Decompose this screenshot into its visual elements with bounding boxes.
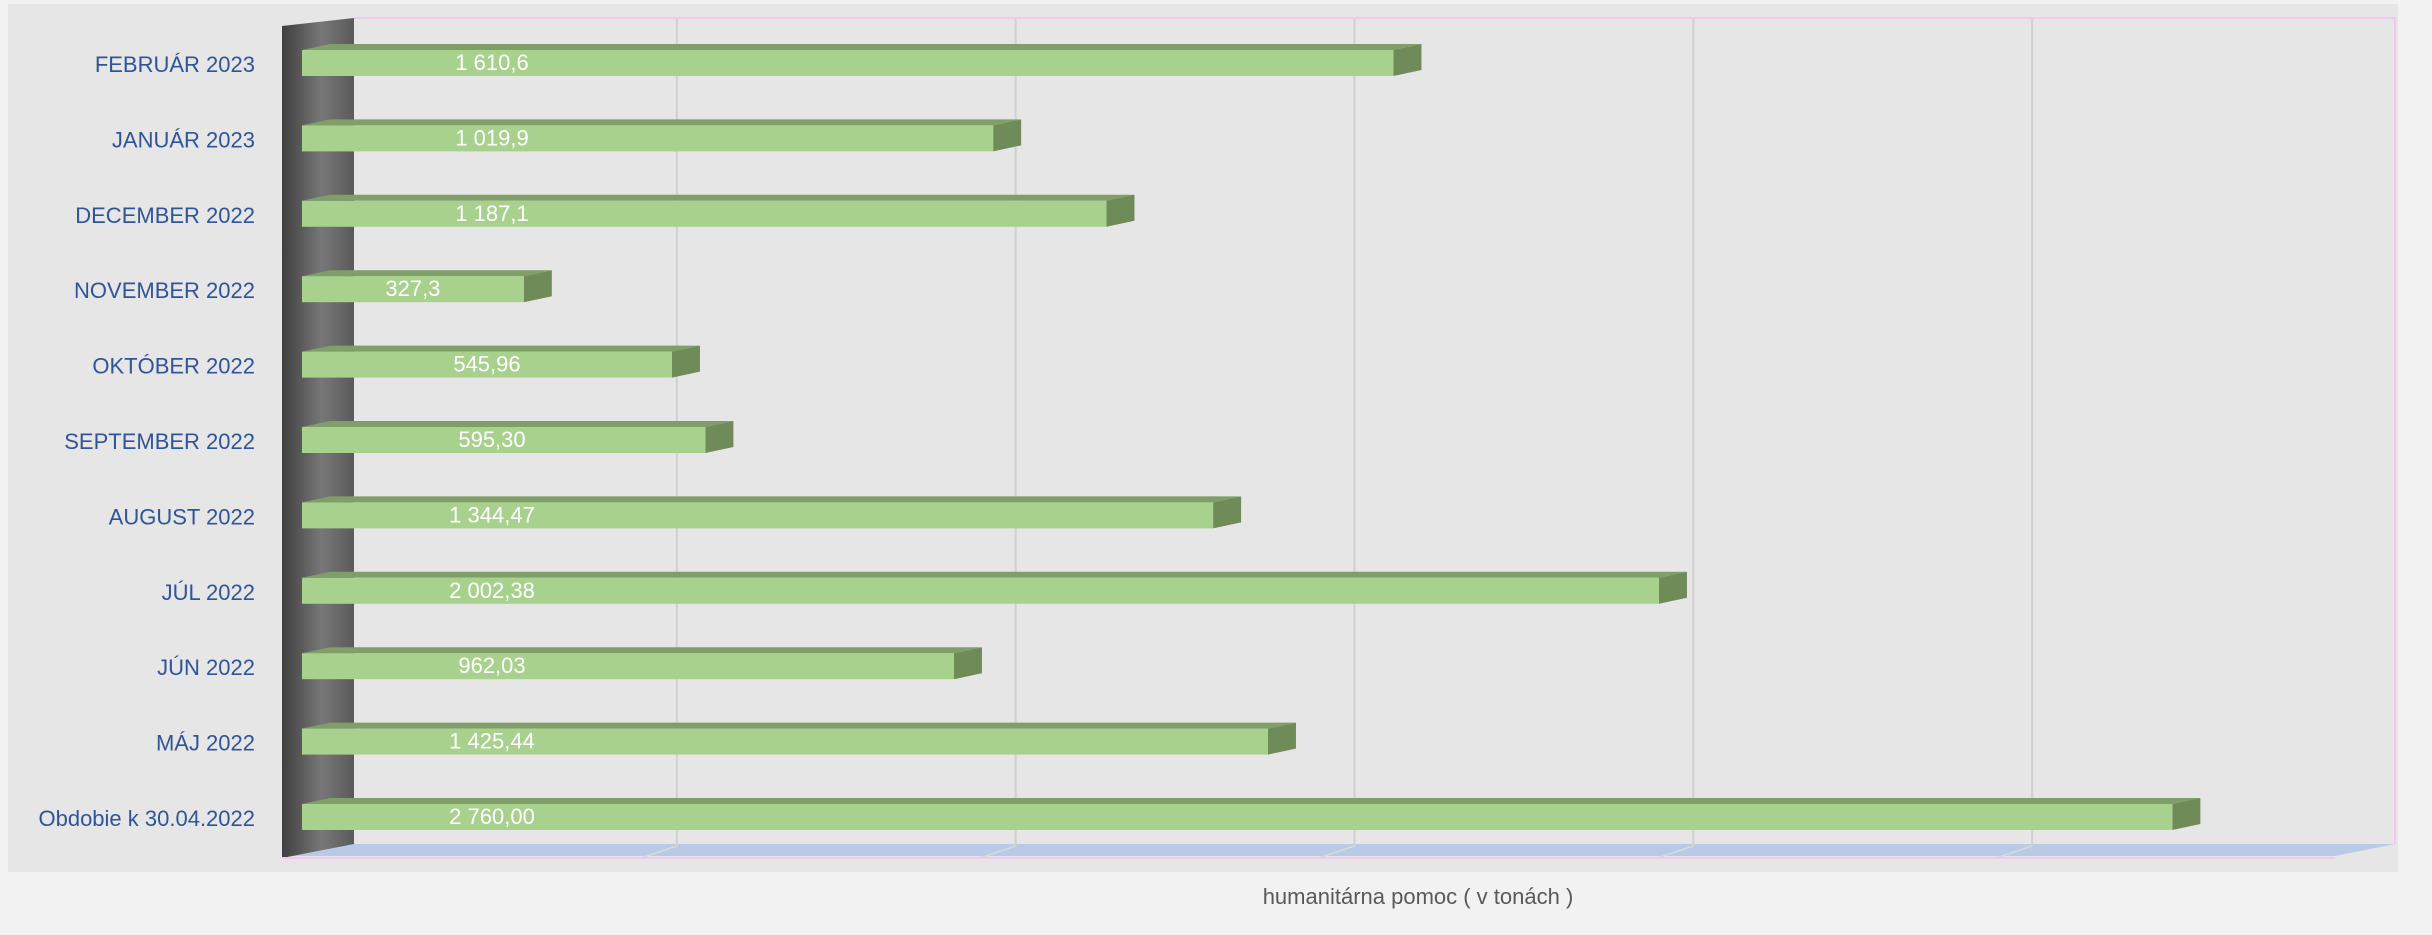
bar-top (302, 345, 700, 352)
gridline-floor (640, 845, 678, 859)
gridline-floor (1318, 845, 1355, 859)
data-label: 545,96 (453, 352, 520, 377)
data-label: 2 760,00 (449, 804, 535, 829)
data-label: 1 425,44 (449, 729, 535, 754)
data-label: 1 610,6 (455, 50, 528, 75)
data-label: 962,03 (458, 653, 525, 678)
category-label: JÚL 2022 (162, 580, 255, 605)
bar-side (2172, 798, 2201, 830)
bar-side (953, 647, 982, 680)
bar-top (302, 194, 1135, 201)
bar (302, 653, 954, 680)
bar-top (302, 119, 1022, 126)
bar (302, 276, 524, 303)
bar-side (1106, 194, 1135, 227)
bar-side (993, 119, 1022, 152)
data-label: 1 187,1 (455, 201, 528, 226)
bar (302, 427, 706, 453)
bar (302, 502, 1214, 529)
bar (302, 804, 2173, 830)
floor (280, 844, 2395, 856)
bar-top (302, 496, 1242, 503)
plot-border (354, 17, 2396, 844)
bar-side (671, 345, 700, 378)
bar-top (302, 722, 1296, 729)
data-label: 1 019,9 (455, 125, 528, 150)
bar (302, 351, 672, 378)
data-label: 2 002,38 (449, 578, 535, 603)
bar (302, 125, 994, 152)
gridline-floor (1995, 845, 2033, 859)
bar-top (302, 421, 734, 427)
bar-top (302, 647, 982, 654)
bar (302, 200, 1107, 227)
bar (302, 577, 1659, 604)
data-label: 1 344,47 (449, 502, 535, 527)
category-label: JÚN 2022 (157, 655, 255, 680)
category-label: OKTÓBER 2022 (92, 354, 255, 379)
data-label: 595,30 (458, 427, 525, 452)
bar-top (302, 571, 1687, 578)
category-label: SEPTEMBER 2022 (64, 429, 255, 454)
gridline-floor (979, 845, 1016, 859)
bar-top (302, 44, 1422, 50)
x-axis-title: humanitárna pomoc ( v tonách ) (1263, 884, 1574, 909)
bar (302, 50, 1394, 76)
bar-top (302, 798, 2201, 804)
bar-side (1267, 722, 1296, 755)
bar-side (1213, 496, 1242, 529)
category-label: FEBRUÁR 2023 (95, 52, 255, 77)
bar-side (705, 421, 734, 453)
category-label: JANUÁR 2023 (112, 127, 255, 152)
bar (302, 728, 1268, 755)
gridline-floor (1657, 845, 1694, 859)
category-label: NOVEMBER 2022 (74, 278, 255, 303)
bar-side (1393, 44, 1422, 76)
category-label: Obdobie k 30.04.2022 (38, 806, 255, 831)
bar-side (1658, 571, 1687, 604)
category-label: AUGUST 2022 (109, 504, 255, 529)
category-label: DECEMBER 2022 (75, 203, 255, 228)
bar-side (523, 270, 552, 303)
category-label: MÁJ 2022 (156, 731, 255, 756)
bar-top (302, 270, 552, 277)
data-label: 327,3 (385, 276, 440, 301)
